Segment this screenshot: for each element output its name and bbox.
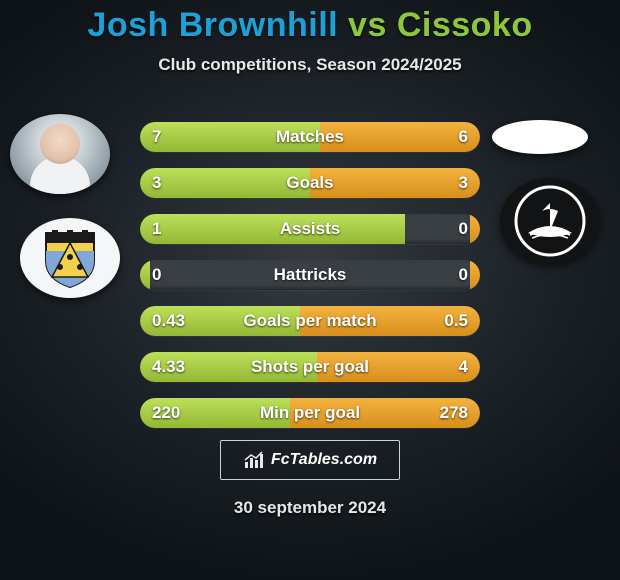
stat-row: Goals33 xyxy=(140,168,480,198)
plymouth-crest-icon xyxy=(512,183,588,259)
stat-left-value: 0 xyxy=(152,260,161,290)
bar-left-fill xyxy=(140,214,405,244)
chart-icon xyxy=(243,450,265,470)
stat-row: Goals per match0.430.5 xyxy=(140,306,480,336)
player2-avatar xyxy=(492,120,588,154)
page-title: Josh Brownhill vs Cissoko xyxy=(0,0,620,45)
bar-right-fill xyxy=(320,122,480,152)
bar-left-fill xyxy=(140,260,150,290)
player2-name: Cissoko xyxy=(397,6,533,44)
subtitle: Club competitions, Season 2024/2025 xyxy=(0,55,620,75)
stat-right-value: 0 xyxy=(459,260,468,290)
player1-club-badge xyxy=(20,218,120,298)
bar-right-fill xyxy=(470,260,480,290)
stat-row: Min per goal220278 xyxy=(140,398,480,428)
site-logo: FcTables.com xyxy=(220,440,400,480)
bar-right-fill xyxy=(310,168,480,198)
bar-left-fill xyxy=(140,352,317,382)
bar-left-fill xyxy=(140,168,310,198)
stat-label: Hattricks xyxy=(140,260,480,290)
comparison-chart: Matches76Goals33Assists10Hattricks00Goal… xyxy=(140,122,480,444)
player1-name: Josh Brownhill xyxy=(87,6,338,44)
bar-left-fill xyxy=(140,398,290,428)
player2-club-badge xyxy=(500,178,600,264)
bar-left-fill xyxy=(140,306,300,336)
stat-row: Matches76 xyxy=(140,122,480,152)
player1-avatar xyxy=(10,114,110,194)
stat-right-value: 0 xyxy=(459,214,468,244)
stat-row: Hattricks0 0 xyxy=(140,260,480,290)
site-name: FcTables.com xyxy=(271,451,377,469)
footer-date: 30 september 2024 xyxy=(234,498,386,518)
burnley-crest-icon xyxy=(42,227,98,289)
vs-text: vs xyxy=(348,6,387,44)
stat-row: Assists10 xyxy=(140,214,480,244)
bar-right-fill xyxy=(470,214,480,244)
bar-left-fill xyxy=(140,122,320,152)
bar-right-fill xyxy=(317,352,480,382)
stat-row: Shots per goal4.334 xyxy=(140,352,480,382)
bar-right-fill xyxy=(290,398,480,428)
bar-right-fill xyxy=(300,306,480,336)
